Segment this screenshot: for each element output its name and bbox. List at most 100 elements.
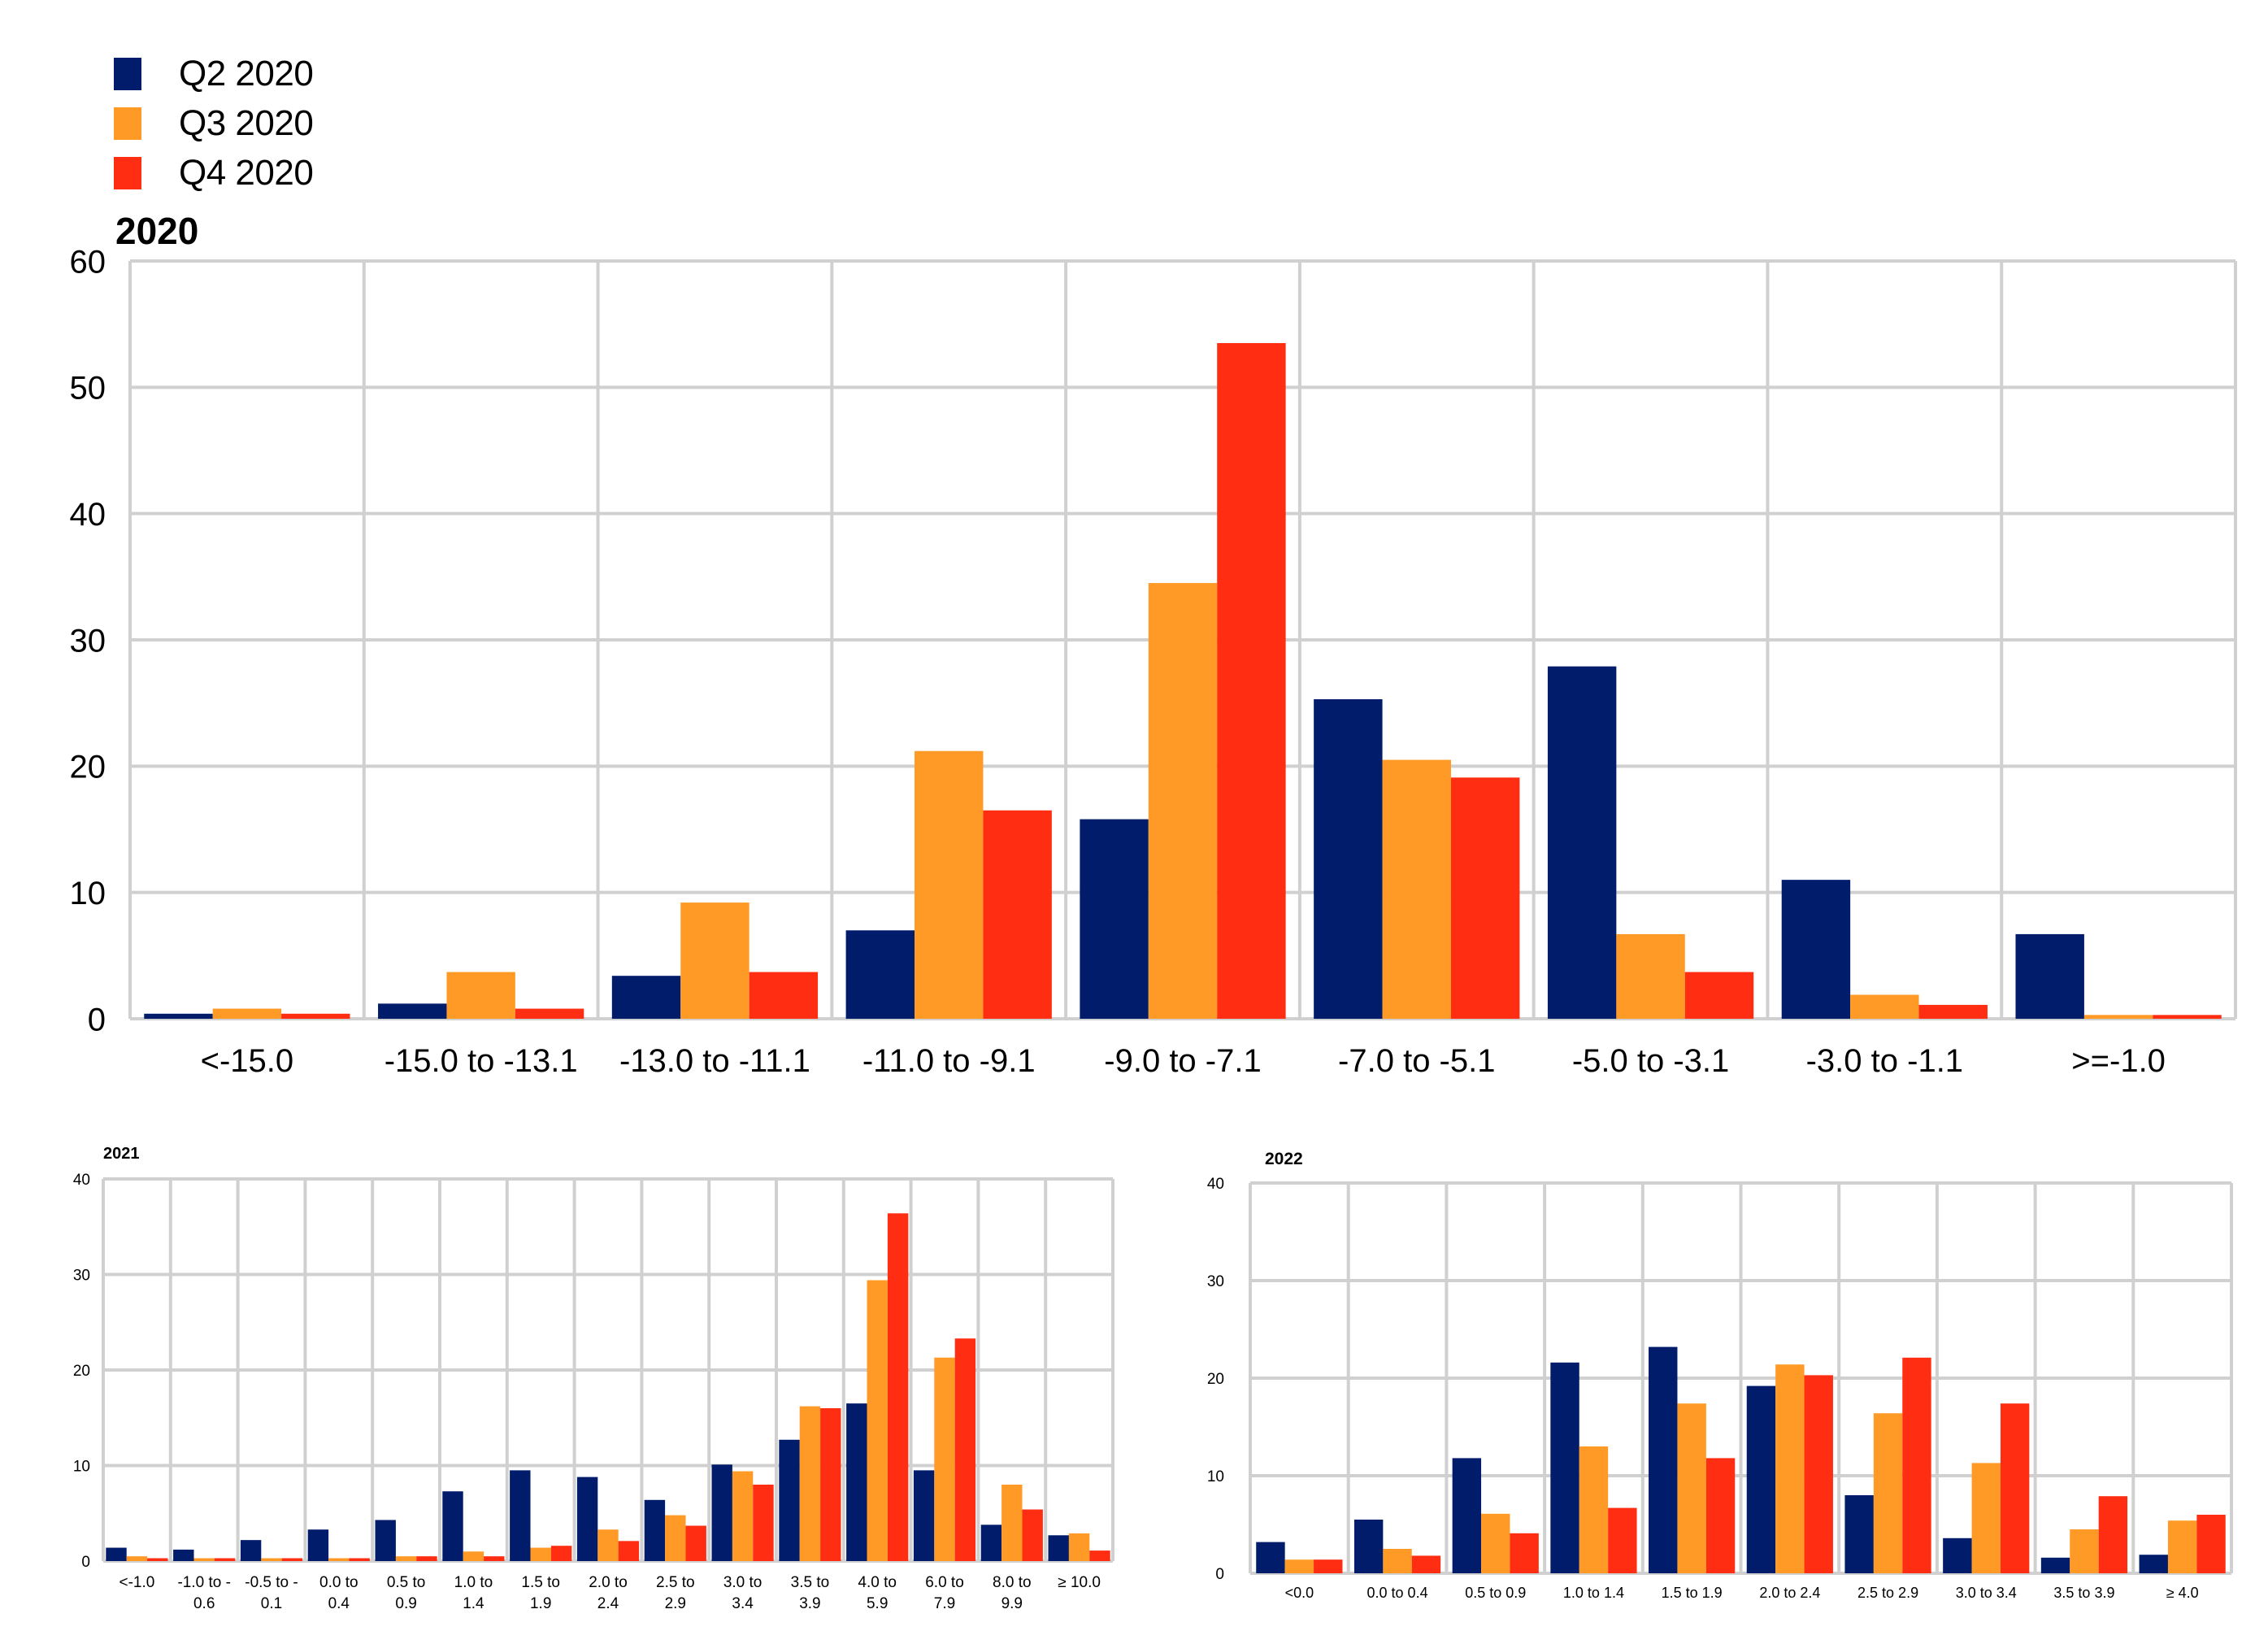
y-tick-label: 0 [1215, 1566, 1224, 1583]
x-tick-label: 3.9 [799, 1595, 820, 1612]
y-tick-label: 30 [73, 1267, 90, 1284]
x-tick-label: 2.0 to [589, 1574, 628, 1591]
bar-q2-2020-0-5-to-0-9 [375, 1520, 396, 1561]
legend-item-q3-2020: Q3 2020 [114, 98, 314, 148]
y-tick-label: 20 [73, 1363, 90, 1380]
x-tick-label: 0.5 to [387, 1574, 426, 1591]
bar-q3-2020-9-0-to-7-1 [1148, 583, 1218, 1019]
x-tick-label: 1.5 to 1.9 [1662, 1585, 1723, 1601]
bar-q2-2020-1-5-to-1-9 [510, 1470, 531, 1561]
x-tick-label: -5.0 to -3.1 [1572, 1043, 1729, 1079]
x-tick-label: 1.5 to [521, 1574, 560, 1591]
bar-q4-2020-2-5-to-2-9 [685, 1525, 706, 1561]
legend-swatch [114, 156, 141, 189]
bar-q2-2020-3-5-to-3-9 [779, 1439, 800, 1561]
bar-q3-2020-15-0-to-13-1 [446, 972, 515, 1019]
bar-q3-2020-4-0 [2167, 1520, 2197, 1573]
bar-q2-2020-2-0-to-2-4 [576, 1477, 598, 1561]
bar-q3-2020-0-5-to-0-9 [395, 1556, 417, 1561]
bar-q4-2020-1-0-to-0-6 [214, 1558, 236, 1561]
x-tick-label: 2.5 to 2.9 [1857, 1585, 1918, 1601]
y-tick-label: 40 [70, 497, 106, 533]
bar-q4-2020-15-0 [281, 1013, 350, 1019]
x-tick-label: -1.0 to - [177, 1574, 230, 1591]
bar-q4-2020-10-0 [1089, 1551, 1110, 1561]
bar-q4-2020-2-5-to-2-9 [1902, 1357, 1931, 1573]
x-tick-label: 3.0 to [723, 1574, 763, 1591]
bar-q2-2020-3-5-to-3-9 [2040, 1557, 2070, 1573]
bar-q2-2020-3-0-to-3-4 [1943, 1537, 1972, 1573]
bar-q4-2020-0-5-to-0-1 [281, 1558, 303, 1561]
x-tick-label: 0.0 to 0.4 [1367, 1585, 1428, 1601]
bar-q4-2020-1-5-to-1-9 [1705, 1458, 1736, 1573]
y-tick-label: 20 [1207, 1371, 1224, 1388]
x-tick-label: 1.0 to 1.4 [1563, 1585, 1624, 1601]
chart-title: 2022 [1265, 1150, 1303, 1168]
legend-label: Q3 2020 [179, 102, 314, 143]
bar-q2-2020-15-0 [144, 1013, 213, 1019]
bar-q4-2020-0-5-to-0-9 [416, 1556, 437, 1561]
x-tick-label: 0.4 [328, 1595, 350, 1612]
bar-q2-2020-6-0-to-7-9 [913, 1470, 935, 1561]
bar-q2-2020-13-0-to-11-1 [611, 976, 681, 1019]
bar-q3-2020-11-0-to-9-1 [915, 750, 984, 1019]
bar-q2-2020-7-0-to-5-1 [1314, 699, 1383, 1019]
y-tick-label: 0 [81, 1554, 90, 1571]
bar-q3-2020-1-5-to-1-9 [530, 1547, 551, 1561]
bar-q2-2020-15-0-to-13-1 [378, 1003, 447, 1019]
chart-title: 2021 [103, 1145, 140, 1163]
bar-q4-2020-8-0-to-9-9 [1022, 1509, 1043, 1561]
bar-q3-2020-6-0-to-7-9 [934, 1357, 955, 1561]
bar-q4-2020-1-5-to-1-9 [550, 1546, 572, 1561]
x-tick-label: 8.0 to [993, 1574, 1032, 1591]
bar-q3-2020-0-0-to-0-4 [1383, 1549, 1412, 1573]
bar-q3-2020-8-0-to-9-9 [1001, 1485, 1023, 1561]
bar-q2-2020-5-0-to-3-1 [1547, 666, 1617, 1019]
x-tick-label: -3.0 to -1.1 [1806, 1043, 1963, 1079]
bar-q4-2020-1-0 [147, 1558, 168, 1561]
bar-q3-2020-10-0 [1068, 1533, 1090, 1561]
x-tick-label: 2.4 [597, 1595, 619, 1612]
x-tick-label: 3.5 to [791, 1574, 830, 1591]
x-tick-label: 2.5 to [656, 1574, 695, 1591]
bar-q4-2020-3-5-to-3-9 [820, 1408, 841, 1561]
x-tick-label: 2.9 [665, 1595, 686, 1612]
bar-q4-2020-9-0-to-7-1 [1217, 342, 1286, 1019]
bar-q4-2020-11-0-to-9-1 [983, 810, 1052, 1019]
x-tick-label: 7.9 [934, 1595, 955, 1612]
bar-q2-2020-10-0 [1048, 1535, 1069, 1561]
bar-q3-2020-2-5-to-2-9 [665, 1515, 686, 1561]
bar-q3-2020-3-0-to-3-4 [732, 1471, 754, 1561]
bar-q2-2020-1-0 [106, 1547, 127, 1561]
bar-q4-2020-3-0-to-3-4 [2000, 1403, 2030, 1573]
bar-q4-2020-0-0-to-0-4 [349, 1558, 370, 1561]
x-tick-label: <0.0 [1285, 1585, 1314, 1601]
x-tick-label: 3.5 to 3.9 [2053, 1585, 2114, 1601]
x-tick-label: 5.9 [867, 1595, 888, 1612]
x-tick-label: <-1.0 [119, 1574, 154, 1591]
x-tick-label: 1.9 [530, 1595, 551, 1612]
bar-q4-2020-4-0-to-5-9 [887, 1213, 909, 1561]
bar-q4-2020-3-5-to-3-9 [2098, 1496, 2128, 1573]
legend-swatch [114, 57, 141, 90]
bar-q4-2020-3-0-to-1-1 [1918, 1004, 1988, 1019]
bar-q4-2020-2-0-to-2-4 [618, 1541, 640, 1561]
bar-q3-2020-15-0 [212, 1008, 282, 1019]
x-tick-label: 3.0 to 3.4 [1956, 1585, 2017, 1601]
bar-q2-2020-0-0-to-0-4 [1353, 1520, 1384, 1573]
bar-q4-2020-0-5-to-0-9 [1510, 1533, 1539, 1573]
x-tick-label: -7.0 to -5.1 [1338, 1043, 1495, 1079]
legend-item-q2-2020: Q2 2020 [114, 49, 314, 98]
bar-q4-2020-1-0 [2153, 1015, 2222, 1019]
x-tick-label: <-15.0 [201, 1043, 294, 1079]
y-tick-label: 0 [88, 1002, 106, 1037]
x-tick-label: 1.0 to [454, 1574, 493, 1591]
legend-label: Q2 2020 [179, 53, 314, 94]
bar-q4-2020-5-0-to-3-1 [1684, 972, 1754, 1019]
x-tick-label: -11.0 to -9.1 [862, 1043, 1036, 1079]
bar-q2-2020-3-0-to-1-1 [1781, 880, 1851, 1019]
bar-q4-2020-4-0 [2196, 1515, 2226, 1573]
bar-q4-2020-0-0-to-0-4 [1411, 1555, 1441, 1573]
x-tick-label: 2.0 to 2.4 [1759, 1585, 1820, 1601]
bar-q3-2020-1-5-to-1-9 [1677, 1403, 1706, 1573]
